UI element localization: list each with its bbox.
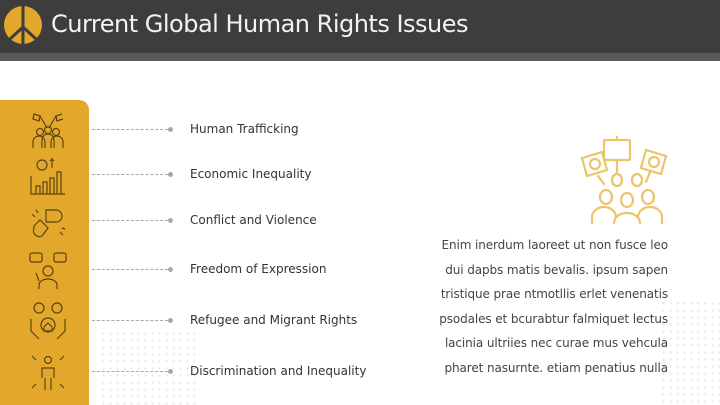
issue-row: Refugee and Migrant Rights xyxy=(0,311,400,331)
connector-dot xyxy=(168,218,173,223)
issue-label: Freedom of Expression xyxy=(190,262,327,276)
connector-dot xyxy=(168,369,173,374)
connector-line xyxy=(92,371,168,372)
issue-label: Refugee and Migrant Rights xyxy=(190,313,358,327)
issue-label: Conflict and Violence xyxy=(190,213,317,227)
person-pointing-hands-icon xyxy=(31,355,65,390)
person-speech-faces-icon xyxy=(29,252,67,289)
page-title: Current Global Human Rights Issues xyxy=(51,10,469,38)
connector-line xyxy=(92,220,168,221)
connector-line xyxy=(92,269,168,270)
dot-pattern xyxy=(100,330,200,405)
issue-row: Conflict and Violence xyxy=(0,211,400,231)
header-bar xyxy=(0,0,720,53)
issue-row: Discrimination and Inequality xyxy=(0,362,400,382)
issue-label: Economic Inequality xyxy=(190,167,312,181)
issue-label: Human Trafficking xyxy=(190,122,299,136)
issue-label: Discrimination and Inequality xyxy=(190,364,367,378)
issue-row: Economic Inequality xyxy=(0,165,400,185)
peace-sign-icon xyxy=(4,6,42,44)
connector-dot xyxy=(168,127,173,132)
connector-line xyxy=(92,174,168,175)
connector-dot xyxy=(168,267,173,272)
protest-crowd-icon xyxy=(580,136,668,224)
description-text: Enim inerdum laoreet ut non fusce leo du… xyxy=(439,238,668,375)
connector-line xyxy=(92,129,168,130)
issue-row: Freedom of Expression xyxy=(0,260,400,280)
money-bar-chart-icon xyxy=(30,157,65,195)
connector-line xyxy=(92,320,168,321)
hands-home-icon xyxy=(30,302,66,340)
fists-clash-icon xyxy=(31,209,66,238)
icon-panel xyxy=(0,100,89,405)
header-underline xyxy=(0,53,720,61)
connector-dot xyxy=(168,318,173,323)
dot-pattern xyxy=(660,300,720,405)
people-with-flags-icon xyxy=(32,113,64,148)
issue-row: Human Trafficking xyxy=(0,120,400,140)
connector-dot xyxy=(168,172,173,177)
